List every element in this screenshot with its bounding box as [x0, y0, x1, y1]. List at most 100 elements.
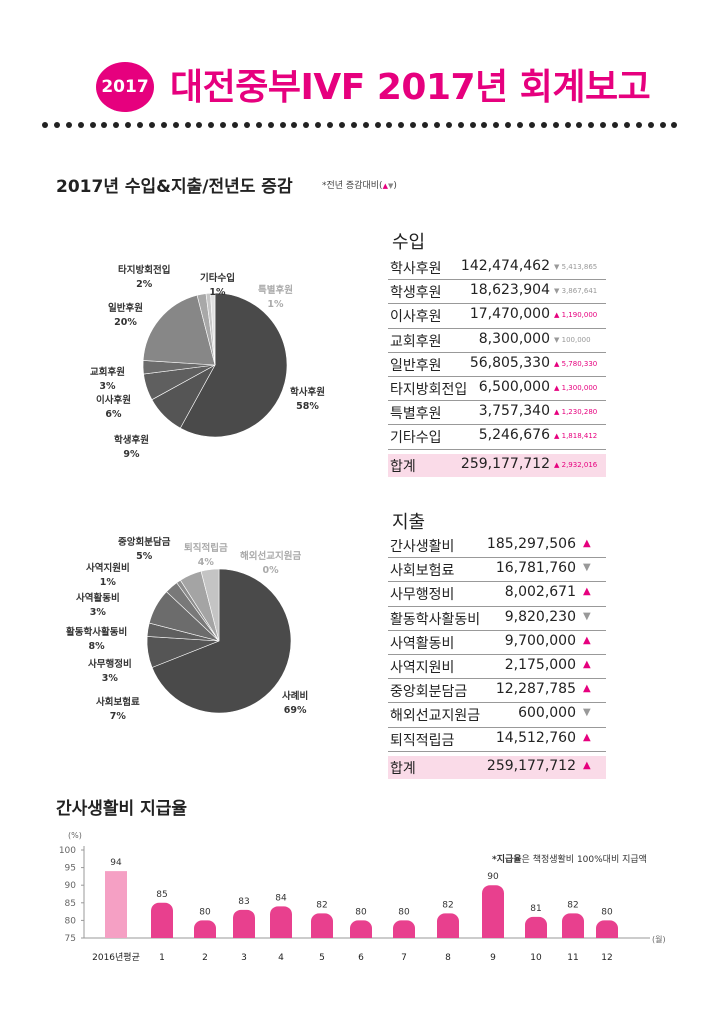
income-row-label: 합계 — [390, 458, 416, 475]
bar-base — [562, 930, 584, 938]
pie1-label-other: 기타수입 1% — [200, 273, 235, 298]
income-row-value: 56,805,330 — [469, 354, 550, 371]
income-row-change: 1,190,000 — [561, 311, 598, 320]
expense-row: 사무행정비 8,002,671 ▲ — [388, 582, 606, 607]
pie2-label-central: 중앙회분담금 5% — [118, 537, 171, 562]
divider-dot — [184, 122, 191, 128]
bar-base — [525, 930, 547, 938]
expense-row: 중앙회분담금 12,287,785 ▲ — [388, 679, 606, 704]
divider-dot — [481, 122, 488, 128]
income-row-label: 기타수입 — [390, 430, 442, 447]
income-row-label: 교회후원 — [390, 333, 442, 350]
expense-row-label: 사회보험료 — [390, 563, 455, 580]
up-triangle-icon: ▲ — [583, 586, 591, 598]
bar-base — [151, 930, 173, 938]
pie-slice-일반후원 — [142, 294, 216, 366]
bar-base — [596, 930, 618, 938]
divider-dot — [196, 122, 203, 128]
x-tick-label: 8 — [445, 953, 451, 963]
divider-dot — [540, 122, 547, 128]
expense-row-value: 9,820,230 — [504, 608, 576, 625]
divider-dot — [101, 122, 108, 128]
section-title-payment-rate: 간사생활비 지급율 — [56, 799, 188, 819]
x-tick-label: 2016년평균 — [92, 952, 140, 963]
year-badge: 2017 — [96, 62, 154, 112]
income-row-change: 100,000 — [561, 335, 591, 344]
expense-pie-chart — [146, 568, 292, 714]
expense-row: 해외선교지원금 600,000 ▼ — [388, 703, 606, 728]
bar-base — [233, 930, 255, 938]
income-row-value: 17,470,000 — [469, 306, 550, 323]
income-row-value: 6,500,000 — [478, 378, 550, 395]
divider-dot — [433, 122, 440, 128]
divider-dot — [125, 122, 132, 128]
payment-rate-note: *지급율은 책정생활비 100%대비 지급액 — [492, 855, 647, 865]
bar-value-label: 80 — [601, 907, 613, 917]
expense-row: 간사생활비 185,297,506 ▲ — [388, 534, 606, 559]
x-tick-label: 12 — [601, 953, 612, 963]
up-triangle-icon: ▲ 5,780,330 — [554, 359, 598, 368]
x-tick-label: 6 — [358, 953, 364, 963]
divider-dot — [267, 122, 274, 128]
income-row: 학사후원 142,474,462 ▼ 5,413,865 — [388, 256, 606, 281]
bar-value-label: 81 — [530, 904, 541, 914]
divider-dot — [53, 122, 60, 128]
divider-dot — [208, 122, 215, 128]
down-triangle-icon: ▼ 100,000 — [554, 335, 591, 344]
divider-dot — [113, 122, 120, 128]
divider-dot — [505, 122, 512, 128]
bar-value-label: 82 — [442, 900, 453, 910]
income-row: 기타수입 5,246,676 ▲ 1,818,412 — [388, 425, 606, 450]
expense-row-label: 사무행정비 — [390, 587, 455, 604]
expense-row-value: 185,297,506 — [486, 536, 576, 552]
x-tick-label: 11 — [567, 953, 578, 963]
income-row-label: 학사후원 — [390, 261, 442, 277]
expense-row-label: 사역활동비 — [390, 635, 455, 652]
expense-row-label: 중앙회분담금 — [390, 684, 468, 701]
bar-value-label: 80 — [199, 907, 211, 917]
income-row: 특별후원 3,757,340 ▲ 1,230,280 — [388, 401, 606, 426]
y-tick-label: 75 — [65, 934, 76, 944]
divider-dot — [315, 122, 322, 128]
x-tick-label: 3 — [241, 953, 247, 963]
divider-dot — [232, 122, 238, 128]
expense-row-value: 259,177,712 — [486, 757, 576, 774]
up-triangle-icon: ▲ 1,300,000 — [554, 383, 598, 392]
pie2-label-retirement: 퇴직적립금 4% — [184, 543, 228, 568]
divider-dot — [386, 122, 393, 128]
income-row-change: 3,867,641 — [561, 287, 598, 296]
up-triangle-icon: ▲ — [583, 759, 591, 771]
expense-row-label: 합계 — [390, 760, 416, 777]
up-triangle-icon: ▲ 2,932,016 — [554, 460, 598, 469]
divider-dot — [338, 122, 345, 128]
pie2-label-ministry: 사역활동비 3% — [76, 593, 120, 618]
pie1-label-special: 특별후원 1% — [258, 285, 293, 310]
income-row: 교회후원 8,300,000 ▼ 100,000 — [388, 329, 606, 353]
divider-dot — [457, 122, 464, 128]
bar-base — [482, 930, 504, 938]
y-tick-label: 90 — [65, 881, 77, 891]
divider-dot — [137, 122, 143, 128]
income-row: 일반후원 56,805,330 ▲ 5,780,330 — [388, 353, 606, 377]
pie1-label-transfer: 타지방회전입 2% — [118, 265, 171, 290]
divider-dot — [612, 122, 618, 128]
x-tick-label: 9 — [490, 953, 496, 963]
divider-dot — [255, 122, 262, 128]
income-row-label: 학생후원 — [390, 285, 442, 302]
divider-dot — [291, 122, 298, 128]
y-tick-label: 80 — [65, 916, 77, 926]
up-triangle-icon: ▲ 1,818,412 — [554, 432, 598, 441]
divider-dot — [635, 122, 642, 128]
bar-base — [194, 930, 216, 938]
income-row: 타지방회전입 6,500,000 ▲ 1,300,000 — [388, 377, 606, 402]
divider-dot — [42, 122, 48, 128]
income-row: 학생후원 18,623,904 ▼ 3,867,641 — [388, 280, 606, 305]
x-axis-unit: (월) — [652, 934, 666, 944]
pie1-label-church: 교회후원 3% — [90, 367, 125, 392]
income-row-value: 259,177,712 — [460, 455, 550, 472]
pie2-label-activity: 활동학사활동비 8% — [66, 627, 128, 652]
divider-dot — [303, 122, 310, 128]
income-row-label: 특별후원 — [390, 406, 442, 423]
divider-dot — [160, 122, 167, 128]
income-row-value: 18,623,904 — [469, 282, 550, 299]
